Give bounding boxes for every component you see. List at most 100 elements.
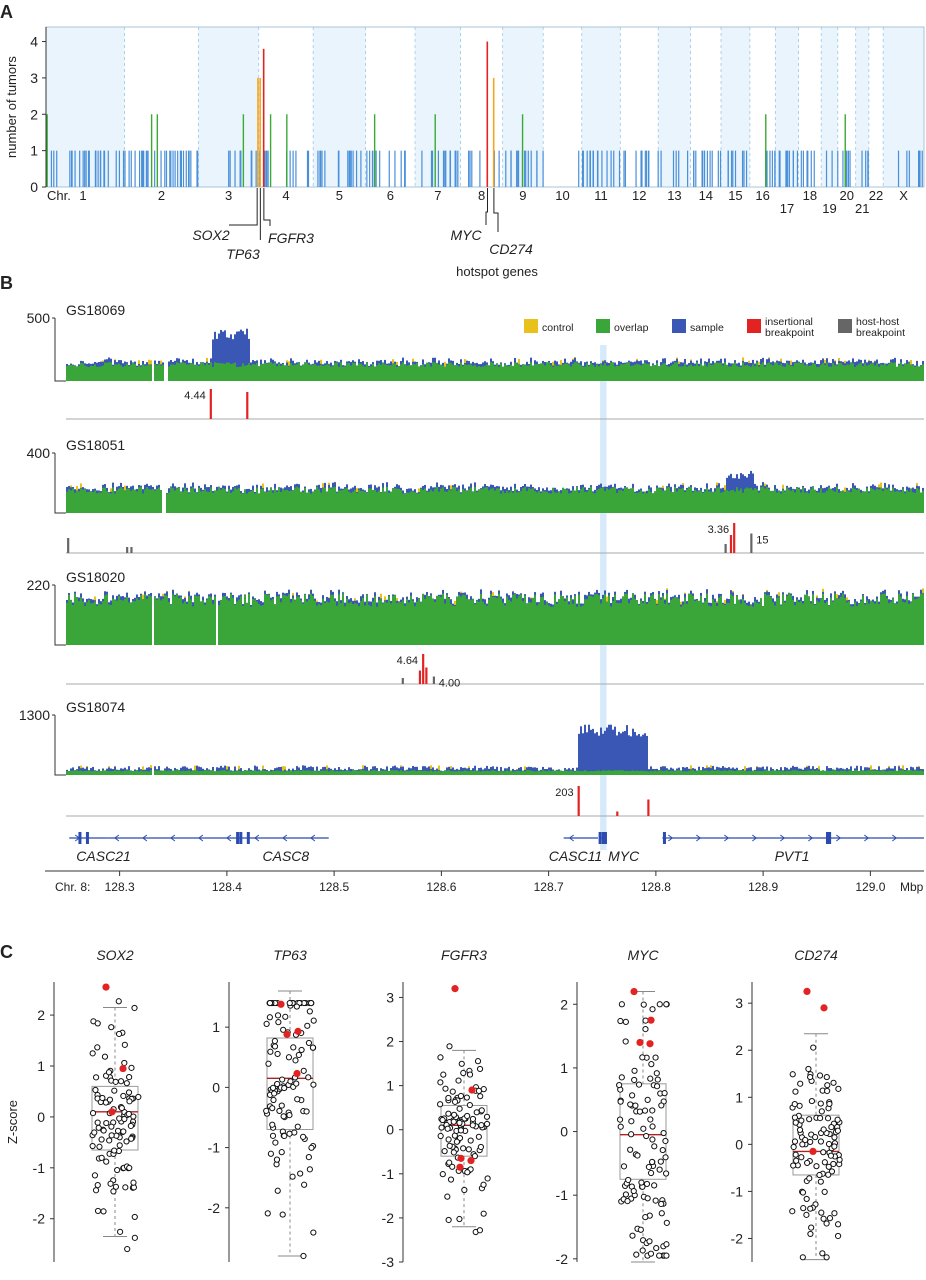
coverage-overlap [900, 362, 902, 381]
gene-arrow [310, 834, 316, 842]
tumor-bar [906, 150, 908, 187]
sample-point [834, 1127, 842, 1134]
tumor-bar [172, 150, 174, 187]
sample-point [638, 1179, 645, 1186]
tumor-bar [445, 150, 447, 187]
coverage-sample [594, 733, 596, 775]
coverage-overlap [158, 597, 160, 645]
coverage-overlap [254, 770, 256, 775]
sample-point [107, 1180, 114, 1187]
box-iqr [440, 1104, 488, 1157]
coverage-overlap [104, 362, 106, 381]
coverage-overlap [136, 770, 138, 775]
coverage-overlap [274, 604, 276, 645]
coverage-overlap [528, 601, 530, 645]
coverage-overlap [640, 490, 642, 513]
coverage-overlap [830, 366, 832, 381]
coverage-overlap [744, 771, 746, 775]
coverage-overlap [444, 491, 446, 513]
coverage-overlap [386, 365, 388, 381]
x-tick-label: 128.7 [534, 880, 564, 894]
coverage-overlap [542, 491, 544, 513]
coverage-overlap [638, 770, 640, 775]
coverage-sample [750, 767, 752, 775]
coverage-overlap [546, 771, 548, 775]
coverage-overlap [918, 489, 920, 513]
coverage-overlap [472, 365, 474, 381]
coverage-overlap [920, 492, 922, 513]
sample-point [828, 1123, 835, 1131]
coverage-overlap [742, 362, 744, 381]
tumor-bar-2 [242, 114, 245, 187]
coverage-overlap [514, 594, 516, 645]
coverage-overlap [322, 365, 324, 381]
coverage-overlap [568, 364, 570, 381]
coverage-overlap [922, 490, 924, 513]
coverage-overlap [130, 364, 132, 381]
coverage-overlap [908, 770, 910, 775]
coverage-overlap [420, 770, 422, 775]
coverage-overlap [602, 598, 604, 645]
coverage-overlap [286, 770, 288, 775]
sample-point [653, 1244, 660, 1252]
tumor-bar [771, 150, 773, 187]
coverage-overlap [114, 770, 116, 775]
coverage-overlap [610, 362, 612, 381]
coverage-overlap [768, 770, 770, 775]
coverage-overlap [126, 770, 128, 775]
sample-point [797, 1080, 804, 1087]
coverage-overlap [892, 771, 894, 775]
coverage-sample [686, 767, 688, 775]
coverage-overlap [768, 489, 770, 513]
coverage-overlap [584, 491, 586, 513]
sample-point [662, 1137, 669, 1145]
gene-arrow [780, 834, 786, 842]
coverage-overlap [814, 604, 816, 645]
chrom-band [775, 27, 799, 187]
highlight-point [646, 1040, 654, 1048]
coverage-overlap [124, 770, 126, 775]
coverage-sample [634, 731, 636, 775]
coverage-overlap [404, 493, 406, 513]
tumor-bar [103, 150, 106, 187]
coverage-overlap [900, 770, 902, 775]
coverage-control [80, 483, 82, 489]
sample-point [656, 1001, 663, 1008]
coverage-overlap [296, 770, 298, 775]
chromosome-label: 5 [336, 188, 343, 203]
coverage-overlap [918, 366, 920, 381]
coverage-overlap [326, 364, 328, 381]
coverage-overlap [350, 365, 352, 381]
y-tick-label: 3 [30, 70, 38, 86]
sample-point [267, 1048, 274, 1055]
coverage-overlap [594, 493, 596, 513]
coverage-overlap [922, 364, 924, 381]
coverage-overlap [160, 771, 162, 775]
coverage-overlap [330, 366, 332, 381]
box-y-tick-label: -1 [33, 1160, 46, 1176]
sample-point [118, 1104, 125, 1112]
coverage-overlap [856, 770, 858, 775]
coverage-overlap [294, 600, 296, 645]
coverage-overlap [884, 363, 886, 381]
tumor-bar [182, 150, 185, 187]
tumor-bar [741, 150, 744, 187]
coverage-overlap [494, 597, 496, 645]
sample-point [445, 1136, 452, 1143]
coverage-sample [606, 727, 608, 775]
coverage-overlap [250, 770, 252, 775]
coverage-overlap [650, 595, 652, 645]
sample-point [276, 1107, 283, 1115]
sample-point [274, 1050, 281, 1058]
coverage-overlap [644, 594, 646, 645]
sample-point [446, 1159, 453, 1166]
coverage-overlap [384, 601, 386, 645]
coverage-overlap [890, 491, 892, 513]
coverage-overlap [904, 493, 906, 513]
coverage-overlap [808, 365, 810, 381]
sample-point [798, 1117, 805, 1124]
box-gene-title: CD274 [794, 947, 838, 963]
coverage-overlap [234, 487, 236, 513]
sample-point [467, 1137, 474, 1144]
coverage-overlap [234, 604, 236, 645]
